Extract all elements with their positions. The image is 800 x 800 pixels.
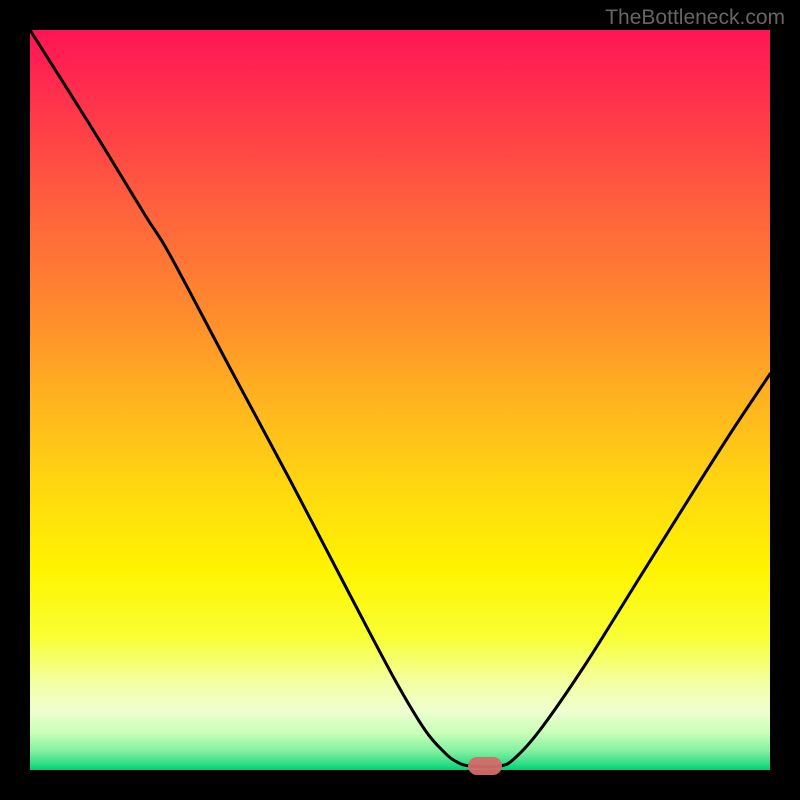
plot-area [30, 30, 770, 770]
bottleneck-curve [30, 30, 770, 770]
watermark-text: TheBottleneck.com [605, 6, 785, 30]
optimal-marker [468, 757, 502, 775]
